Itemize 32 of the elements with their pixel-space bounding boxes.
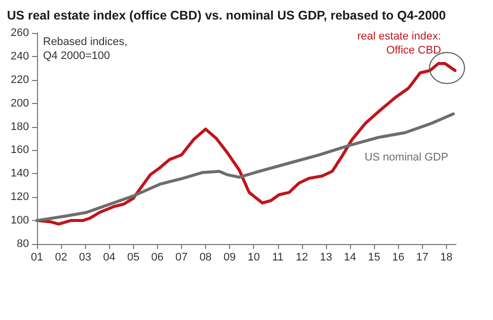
x-tick-label: 06 xyxy=(151,252,164,264)
annotation: Rebased indices, Q4 2000=100 xyxy=(43,36,128,62)
series-label: US nominal GDP xyxy=(364,151,448,164)
y-tick-label: 260 xyxy=(10,27,29,39)
y-tick-label: 120 xyxy=(10,191,29,204)
x-tick-label: 17 xyxy=(416,252,428,264)
x-tick-label: 18 xyxy=(440,252,452,264)
x-tick-label: 10 xyxy=(248,252,260,264)
y-tick-label: 140 xyxy=(10,168,29,180)
series-label: real estate index: Office CBD xyxy=(357,30,442,56)
y-tick-label: 240 xyxy=(10,50,29,62)
y-tick-label: 200 xyxy=(10,97,29,110)
x-tick-label: 09 xyxy=(224,252,236,264)
x-tick-label: 08 xyxy=(199,252,212,264)
y-tick-label: 160 xyxy=(10,144,29,156)
x-tick-label: 03 xyxy=(79,252,92,264)
x-tick-label: 13 xyxy=(320,252,332,264)
x-tick-label: 04 xyxy=(103,252,116,264)
x-tick-label: 12 xyxy=(296,252,308,264)
x-tick-label: 16 xyxy=(392,252,404,264)
y-tick-label: 180 xyxy=(10,120,29,133)
y-tick-label: 100 xyxy=(10,214,29,227)
x-tick-label: 14 xyxy=(344,252,356,264)
chart-title: US real estate index (office CBD) vs. nominal US GDP, rebased to Q4-2000 xyxy=(7,8,446,22)
x-tick-label: 07 xyxy=(175,252,188,264)
x-tick-label: 15 xyxy=(368,252,380,264)
x-tick-label: 05 xyxy=(127,252,140,264)
x-tick-label: 02 xyxy=(54,252,68,264)
y-tick-label: 80 xyxy=(16,238,29,250)
y-tick-label: 220 xyxy=(10,74,29,86)
x-tick-label: 01 xyxy=(30,252,44,264)
x-tick-label: 11 xyxy=(272,252,284,264)
